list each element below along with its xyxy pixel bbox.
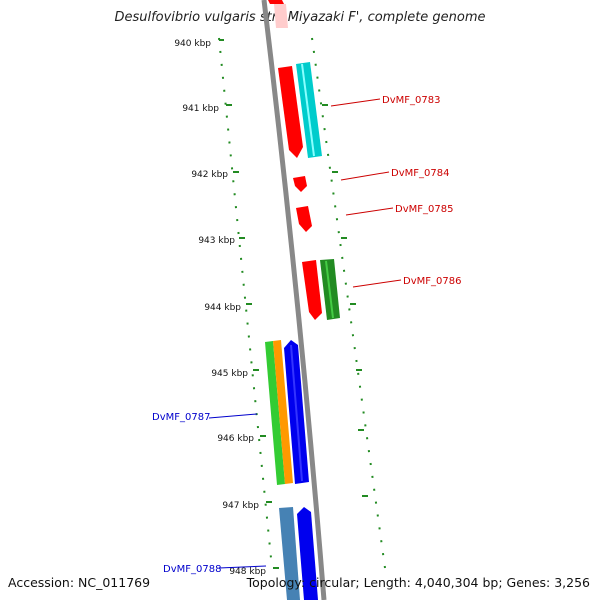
gene-feature[interactable] <box>274 4 288 28</box>
gene-feature[interactable] <box>268 0 284 4</box>
gene-feature-0783[interactable] <box>278 66 303 158</box>
kbp-label: 940 kbp <box>174 39 211 49</box>
gene-feature-0787-orange[interactable] <box>273 340 293 484</box>
kbp-label: 944 kbp <box>204 303 241 313</box>
gene-label[interactable]: DvMF_0788 <box>163 564 221 575</box>
gene-label[interactable]: DvMF_0783 <box>382 95 440 106</box>
kbp-label: 941 kbp <box>182 104 219 114</box>
gene-feature-0784[interactable] <box>293 176 307 192</box>
gene-label[interactable]: DvMF_0784 <box>391 168 449 179</box>
gene-feature-0785[interactable] <box>296 206 312 232</box>
kbp-label: 947 kbp <box>222 501 259 511</box>
kbp-label: 943 kbp <box>198 236 235 246</box>
kbp-labels: 940 kbp 941 kbp 942 kbp 943 kbp 944 kbp … <box>174 39 266 577</box>
gene-feature-0788-blue[interactable] <box>297 507 318 600</box>
genome-summary-text: Topology: circular; Length: 4,040,304 bp… <box>246 575 590 590</box>
gene-label[interactable]: DvMF_0785 <box>395 204 453 215</box>
gene-feature-0786[interactable] <box>302 260 322 320</box>
gene-feature-0788-steel[interactable] <box>279 507 300 600</box>
kbp-label: 942 kbp <box>191 170 228 180</box>
gene-leader-lines <box>208 98 402 569</box>
gene-label[interactable]: DvMF_0787 <box>152 412 210 423</box>
gene-labels: DvMF_0783 DvMF_0784 DvMF_0785 DvMF_0786 … <box>152 95 461 575</box>
gene-feature-0787-lime[interactable] <box>265 341 285 485</box>
genome-backbone <box>261 0 327 600</box>
accession-text: Accession: NC_011769 <box>8 575 151 590</box>
gene-label[interactable]: DvMF_0786 <box>403 276 461 287</box>
gene-features <box>265 0 340 600</box>
kbp-label: 948 kbp <box>229 567 266 577</box>
left-tick-track <box>218 37 273 569</box>
kbp-label: 945 kbp <box>211 369 248 379</box>
kbp-label: 946 kbp <box>217 434 254 444</box>
genome-title: Desulfovibrio vulgaris str. 'Miyazaki F'… <box>114 10 486 25</box>
right-tick-track <box>311 37 386 569</box>
kbp-major-ticks <box>219 39 368 569</box>
